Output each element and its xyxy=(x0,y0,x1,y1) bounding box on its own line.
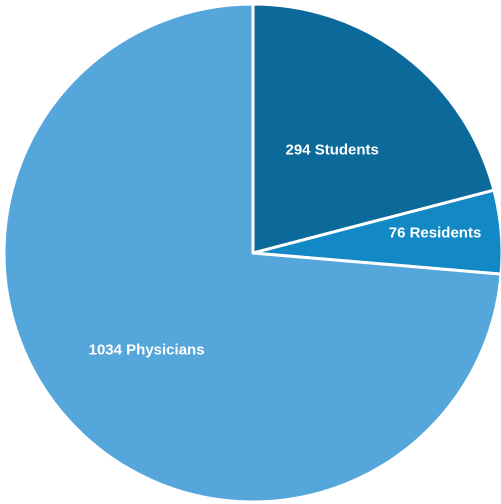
pie-label-residents: 76 Residents xyxy=(389,224,482,241)
pie-labels: 294 Students 76 Residents 1034 Physicians xyxy=(89,141,482,358)
pie-label-physicians: 1034 Physicians xyxy=(89,342,205,359)
pie-slice-residents xyxy=(251,188,501,276)
pie-slice-students xyxy=(251,2,496,255)
pie-label-students: 294 Students xyxy=(286,141,379,158)
